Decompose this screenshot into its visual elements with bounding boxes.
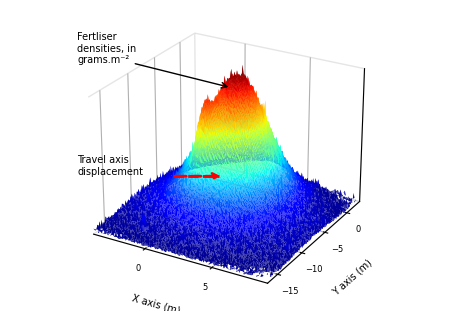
Y-axis label: Y axis (m): Y axis (m) [331,258,374,298]
X-axis label: X axis (m): X axis (m) [131,293,181,311]
Text: Travel axis
displacement: Travel axis displacement [77,156,143,177]
Text: Fertliser
densities, in
grams.m⁻²: Fertliser densities, in grams.m⁻² [77,32,136,65]
